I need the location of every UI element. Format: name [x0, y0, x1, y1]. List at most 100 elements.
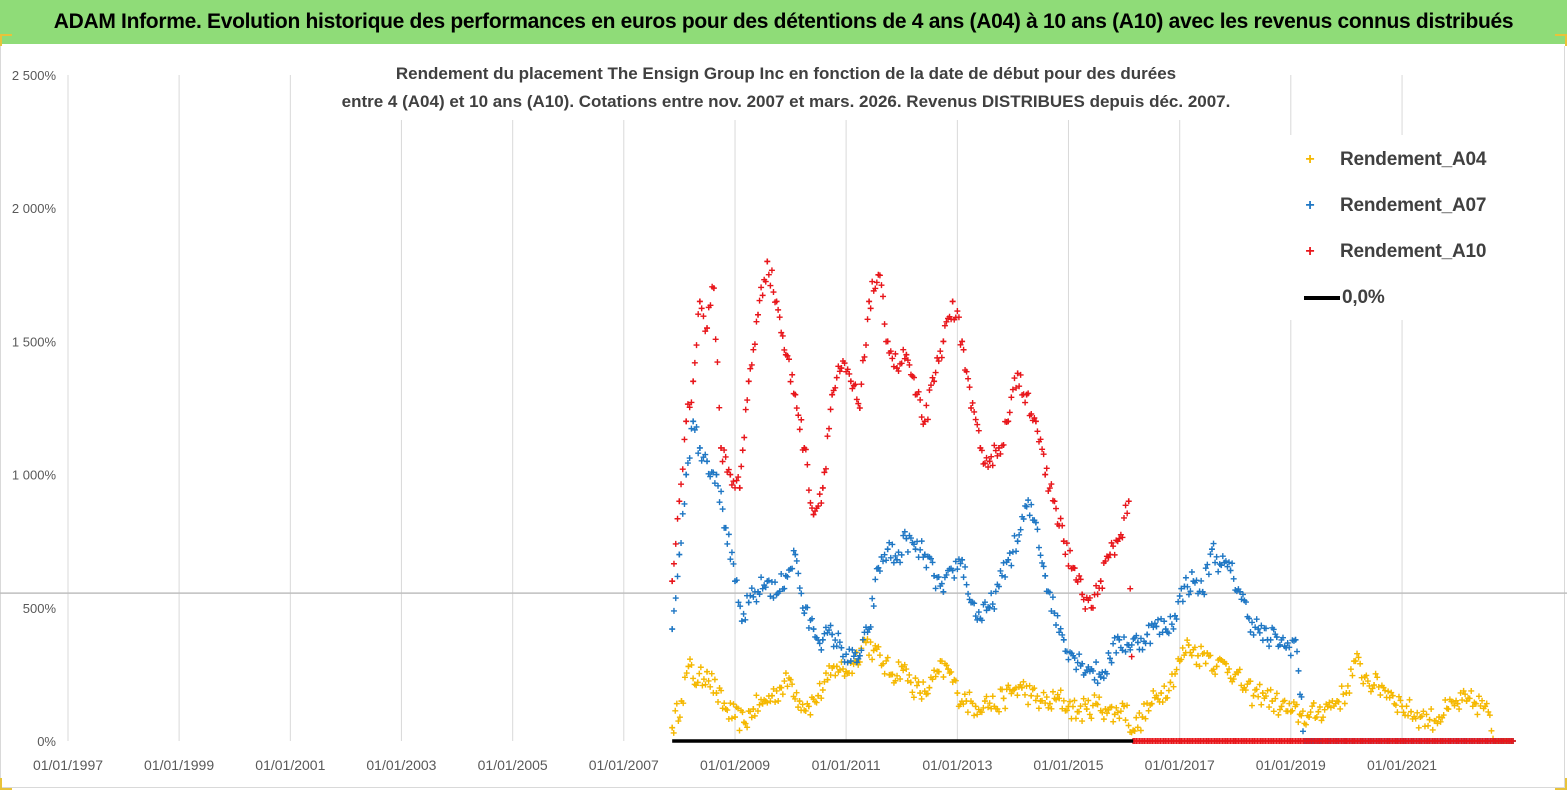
selection-handle-bottom-right[interactable]: [1555, 778, 1567, 790]
data-point-rendement-a07: [1000, 559, 1007, 566]
data-point-rendement-a07: [875, 564, 882, 571]
selection-handle-top-left[interactable]: [0, 34, 12, 46]
data-point-rendement-a07: [1210, 540, 1217, 547]
x-tick-label: 01/01/2009: [700, 757, 770, 773]
data-point-rendement-a04: [1321, 706, 1328, 713]
data-point-rendement-a04: [769, 692, 776, 699]
data-point-rendement-a10: [1063, 540, 1070, 547]
data-point-rendement-a04: [1178, 656, 1185, 663]
data-point-rendement-a07: [886, 539, 893, 546]
data-point-rendement-a10: [986, 458, 993, 465]
data-point-rendement-a07: [1201, 591, 1208, 598]
data-point-rendement-a04: [1449, 698, 1456, 705]
data-point-rendement-a10: [861, 353, 868, 360]
data-point-rendement-a10: [767, 282, 774, 289]
data-point-rendement-a07: [674, 573, 681, 580]
y-tick-label: 1 500%: [12, 334, 57, 349]
data-point-rendement-a10: [901, 355, 908, 362]
data-point-rendement-a07: [1051, 610, 1058, 617]
data-point-rendement-a10: [712, 336, 719, 343]
data-point-rendement-a07: [898, 551, 905, 558]
data-point-rendement-a07: [1286, 644, 1293, 651]
data-point-rendement-a04: [892, 677, 899, 684]
data-point-rendement-a04: [675, 718, 682, 725]
data-point-rendement-a07: [1042, 572, 1049, 579]
data-point-rendement-a10: [918, 414, 925, 421]
data-point-rendement-a10: [1119, 534, 1126, 541]
data-point-rendement-a10: [832, 384, 839, 391]
data-point-rendement-a04: [1235, 669, 1242, 676]
data-point-rendement-a04: [1196, 663, 1203, 670]
data-point-rendement-a10: [670, 560, 677, 567]
data-point-rendement-a07: [855, 655, 862, 662]
data-point-rendement-a04: [1428, 706, 1435, 713]
data-point-rendement-a07: [795, 570, 802, 577]
data-point-rendement-a04: [1466, 695, 1473, 702]
selection-handle-top-right[interactable]: [1555, 34, 1567, 46]
data-point-rendement-a07: [740, 610, 747, 617]
data-point-rendement-a04: [1320, 714, 1327, 721]
data-point-rendement-a07: [1073, 666, 1080, 673]
data-point-rendement-a04: [688, 661, 695, 668]
data-point-rendement-a04: [1269, 698, 1276, 705]
data-point-rendement-a10: [876, 272, 883, 279]
data-point-rendement-a04: [730, 701, 737, 708]
data-point-rendement-a07: [1032, 519, 1039, 526]
data-point-rendement-a10: [824, 433, 831, 440]
data-point-rendement-a07: [836, 639, 843, 646]
data-point-rendement-a10: [1006, 409, 1013, 416]
data-point-rendement-a10: [833, 374, 840, 381]
data-point-rendement-a04: [1434, 720, 1441, 727]
data-point-rendement-a07: [986, 604, 993, 611]
data-point-rendement-a07: [907, 535, 914, 542]
data-point-rendement-a10: [674, 515, 681, 522]
data-point-rendement-a07: [881, 551, 888, 558]
data-point-rendement-a07: [929, 559, 936, 566]
data-point-rendement-a10: [725, 466, 732, 473]
data-point-rendement-a07: [1270, 626, 1277, 633]
data-point-rendement-a04: [1313, 714, 1320, 721]
legend-marker-a07: +: [1305, 197, 1315, 214]
data-point-rendement-a04: [909, 689, 916, 696]
data-point-rendement-a10: [954, 308, 961, 315]
data-point-rendement-a07: [1105, 649, 1112, 656]
data-point-rendement-a07: [1224, 563, 1231, 570]
data-point-rendement-a04: [841, 673, 848, 680]
data-point-rendement-a04: [961, 691, 968, 698]
data-point-rendement-a07: [1227, 567, 1234, 574]
data-point-rendement-a10: [881, 321, 888, 328]
data-point-rendement-a04: [1281, 697, 1288, 704]
data-point-rendement-a10: [1065, 562, 1072, 569]
data-point-rendement-a04: [1445, 706, 1452, 713]
data-point-rendement-a07: [1249, 619, 1256, 626]
data-point-rendement-a04: [713, 690, 720, 697]
data-point-rendement-a04: [673, 700, 680, 707]
data-point-rendement-a07: [727, 556, 734, 563]
data-point-rendement-a04: [883, 657, 890, 664]
data-point-rendement-a04: [1371, 682, 1378, 689]
data-point-rendement-a10: [949, 298, 956, 305]
data-point-rendement-a07: [1179, 598, 1186, 605]
data-point-rendement-a10: [690, 378, 697, 385]
data-point-rendement-a07: [678, 540, 685, 547]
data-point-rendement-a10: [719, 458, 726, 465]
selection-handle-bottom-left[interactable]: [0, 778, 12, 790]
data-point-rendement-a04: [1077, 703, 1084, 710]
data-point-rendement-a04: [1045, 704, 1052, 711]
data-point-rendement-a04: [1278, 703, 1285, 710]
data-point-rendement-a07: [1207, 551, 1214, 558]
data-point-rendement-a10: [770, 289, 777, 296]
data-point-rendement-a07: [832, 637, 839, 644]
data-point-rendement-a04: [1164, 694, 1171, 701]
data-point-rendement-a10: [965, 375, 972, 382]
data-point-rendement-a04: [821, 678, 828, 685]
data-point-rendement-a04: [807, 711, 814, 718]
data-point-rendement-a07: [1204, 561, 1211, 568]
data-point-rendement-a04: [1486, 712, 1493, 719]
data-point-rendement-a04: [1131, 728, 1138, 735]
data-point-rendement-a10: [819, 484, 826, 491]
data-point-rendement-a04: [1247, 678, 1254, 685]
data-point-rendement-a07: [1020, 515, 1027, 522]
data-point-rendement-a10: [1042, 471, 1049, 478]
